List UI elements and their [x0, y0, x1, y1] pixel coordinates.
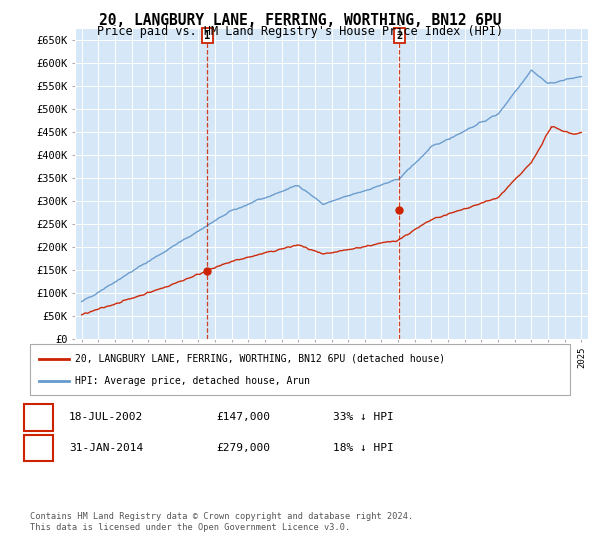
- Text: 20, LANGBURY LANE, FERRING, WORTHING, BN12 6PU (detached house): 20, LANGBURY LANE, FERRING, WORTHING, BN…: [75, 353, 445, 363]
- Text: 2: 2: [397, 31, 403, 41]
- Text: 2: 2: [35, 441, 42, 455]
- Text: 20, LANGBURY LANE, FERRING, WORTHING, BN12 6PU: 20, LANGBURY LANE, FERRING, WORTHING, BN…: [99, 13, 501, 28]
- Text: 31-JAN-2014: 31-JAN-2014: [69, 443, 143, 453]
- Text: £279,000: £279,000: [216, 443, 270, 453]
- Text: 1: 1: [204, 31, 211, 41]
- Text: Price paid vs. HM Land Registry's House Price Index (HPI): Price paid vs. HM Land Registry's House …: [97, 25, 503, 38]
- Text: 1: 1: [35, 410, 42, 424]
- Text: 33% ↓ HPI: 33% ↓ HPI: [333, 412, 394, 422]
- Text: Contains HM Land Registry data © Crown copyright and database right 2024.
This d: Contains HM Land Registry data © Crown c…: [30, 512, 413, 532]
- Text: HPI: Average price, detached house, Arun: HPI: Average price, detached house, Arun: [75, 376, 310, 386]
- Text: 18% ↓ HPI: 18% ↓ HPI: [333, 443, 394, 453]
- Text: £147,000: £147,000: [216, 412, 270, 422]
- Text: 18-JUL-2002: 18-JUL-2002: [69, 412, 143, 422]
